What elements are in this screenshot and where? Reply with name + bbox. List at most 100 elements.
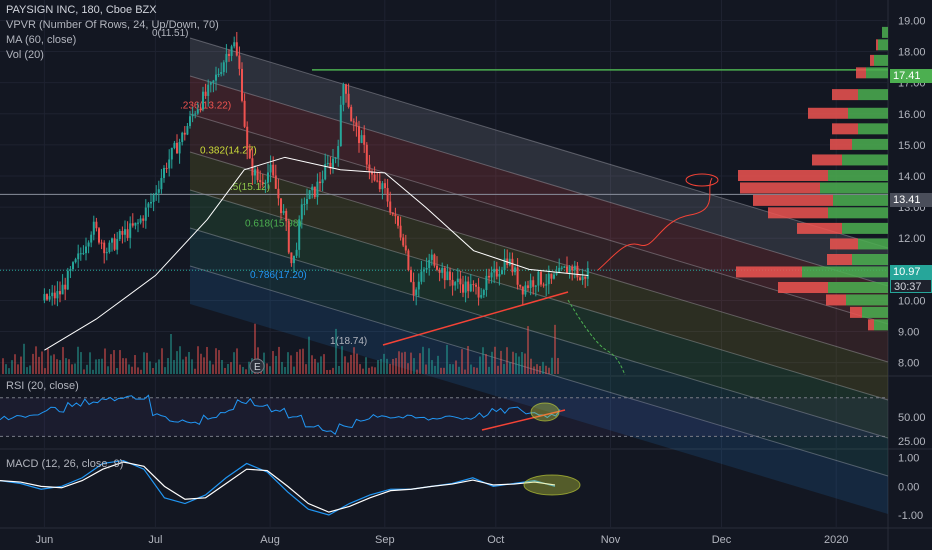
candle-body xyxy=(462,284,464,293)
volume-bar xyxy=(68,359,70,374)
symbol-title: PAYSIGN INC, 180, Cboe BZX xyxy=(6,4,157,16)
candle-body xyxy=(92,221,95,235)
volume-bar xyxy=(110,354,112,374)
volume-bar xyxy=(386,358,388,374)
candle-body xyxy=(485,275,488,290)
candle-body xyxy=(137,222,139,224)
candle-body xyxy=(425,267,428,270)
candle-body xyxy=(451,279,454,286)
volume-bar xyxy=(44,368,46,374)
candle-body xyxy=(555,273,558,275)
x-tick-label: Jun xyxy=(36,534,54,546)
candle-body xyxy=(355,122,358,127)
volume-bar xyxy=(320,356,322,374)
volume-bar xyxy=(185,356,187,374)
candle-body xyxy=(238,55,241,69)
candle-body xyxy=(56,291,59,299)
vpvr-down-bar xyxy=(738,170,828,181)
volume-bar xyxy=(80,352,82,374)
volume-bar xyxy=(122,358,124,374)
macd-tick-label: -1.00 xyxy=(898,510,923,522)
fib-level-label: .5(15.12) xyxy=(230,182,270,193)
candle-body xyxy=(215,74,217,81)
x-tick-label: Sep xyxy=(375,534,395,546)
candle-body xyxy=(259,180,262,183)
candle-body xyxy=(170,147,173,160)
candle-body xyxy=(181,132,184,142)
volume-bar xyxy=(224,367,226,374)
bullish-projection xyxy=(597,177,713,271)
candle-body xyxy=(280,198,282,214)
candle-body xyxy=(404,245,407,251)
candle-body xyxy=(285,210,288,222)
volume-bar xyxy=(524,353,526,374)
candle-body xyxy=(475,284,477,287)
volume-bar xyxy=(278,346,280,374)
candle-body xyxy=(352,121,355,123)
volume-bar xyxy=(503,364,505,374)
vpvr-down-bar xyxy=(740,182,820,194)
volume-bar xyxy=(17,364,19,374)
volume-bar xyxy=(119,350,121,374)
candle-body xyxy=(267,172,269,183)
candle-body xyxy=(189,116,191,127)
candle-body xyxy=(537,271,540,286)
volume-bar xyxy=(107,366,109,374)
candle-body xyxy=(459,278,462,285)
volume-bar xyxy=(29,365,31,374)
vpvr-up-bar xyxy=(882,26,888,38)
volume-bar xyxy=(458,366,460,374)
candle-body xyxy=(230,46,233,56)
volume-bar xyxy=(293,366,295,374)
candle-body xyxy=(69,269,72,271)
volume-bar xyxy=(281,361,283,374)
volume-bar xyxy=(353,347,355,374)
candle-body xyxy=(295,249,298,256)
candle-body xyxy=(64,284,67,290)
candle-body xyxy=(501,270,503,274)
volume-bar xyxy=(365,357,367,374)
y-tick-label: 14.00 xyxy=(898,171,926,183)
volume-bar xyxy=(266,363,268,374)
y-tick-label: 19.00 xyxy=(898,15,926,27)
vpvr-up-bar xyxy=(848,107,888,119)
vpvr-down-bar xyxy=(850,306,862,318)
vpvr-down-bar xyxy=(832,89,858,101)
candle-body xyxy=(165,167,168,169)
candle-body xyxy=(220,71,223,74)
fib-channel-band xyxy=(190,114,888,362)
volume-bar xyxy=(272,351,274,374)
volume-bar xyxy=(431,360,433,374)
candle-body xyxy=(105,252,108,254)
vpvr-up-bar xyxy=(874,319,888,331)
candle-body xyxy=(79,253,82,255)
volume-bar xyxy=(515,353,517,374)
volume-bar xyxy=(131,366,133,374)
volume-bar xyxy=(50,355,52,374)
candle-body xyxy=(212,80,215,83)
candle-body xyxy=(142,218,145,221)
volume-bar xyxy=(5,364,7,374)
candle-body xyxy=(521,286,524,295)
candle-body xyxy=(98,228,100,243)
legend-macd: MACD (12, 26, close, 9) xyxy=(6,458,124,470)
volume-bar xyxy=(491,351,493,374)
candle-body xyxy=(586,268,589,279)
legend-ma: MA (60, close) xyxy=(6,34,77,46)
candle-body xyxy=(264,182,267,184)
fib-channel-line xyxy=(189,75,889,287)
candle-body xyxy=(495,268,498,277)
candle-body xyxy=(248,148,251,159)
candle-body xyxy=(464,281,467,293)
candle-body xyxy=(337,146,340,158)
earnings-marker xyxy=(249,358,265,374)
volume-bar xyxy=(98,359,100,374)
candle-body xyxy=(371,171,373,175)
volume-bar xyxy=(314,358,316,374)
candle-body xyxy=(85,246,87,254)
fib-channel-line xyxy=(189,151,889,363)
gray-level-badge: 13.41 xyxy=(890,193,932,207)
volume-bar xyxy=(461,349,463,374)
x-tick-label: Dec xyxy=(712,534,732,546)
